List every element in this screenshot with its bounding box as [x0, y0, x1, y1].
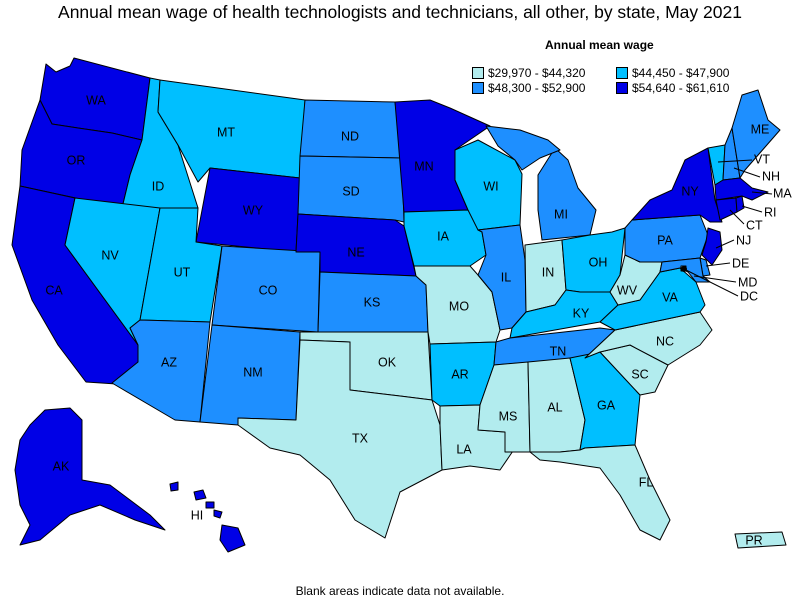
label-MS: MS [499, 409, 518, 423]
legend-item-2: $44,450 - $47,900 [616, 66, 729, 80]
label-MD: MD [738, 275, 757, 289]
label-ND: ND [341, 129, 359, 143]
label-GA: GA [597, 398, 616, 412]
label-NJ: NJ [736, 233, 751, 247]
label-FL: FL [639, 475, 654, 489]
legend-title: Annual mean wage [545, 38, 654, 52]
state-FL[interactable] [529, 444, 671, 541]
state-MI[interactable] [537, 147, 597, 241]
legend-label-4: $54,640 - $61,610 [632, 81, 730, 95]
label-VA: VA [662, 290, 678, 304]
label-AR: AR [451, 367, 468, 381]
label-TX: TX [352, 431, 369, 445]
label-HI: HI [191, 508, 204, 522]
footnote: Blank areas indicate data not available. [295, 584, 505, 598]
label-OH: OH [589, 255, 608, 269]
label-NE: NE [347, 245, 364, 259]
legend-item-1: $29,970 - $44,320 [472, 66, 585, 80]
label-PR: PR [745, 533, 762, 547]
state-IL[interactable] [477, 224, 527, 331]
label-IN: IN [542, 265, 555, 279]
label-OR: OR [67, 153, 86, 167]
legend-swatch-4 [616, 82, 628, 94]
state-NY[interactable] [631, 147, 723, 223]
leader-CT [729, 209, 745, 225]
label-DC: DC [740, 289, 758, 303]
label-DE: DE [732, 256, 749, 270]
leader-MA [751, 191, 773, 195]
label-RI: RI [764, 205, 777, 219]
label-WI: WI [483, 179, 498, 193]
state-AK[interactable] [14, 407, 166, 546]
label-NY: NY [681, 184, 699, 198]
label-MO: MO [449, 299, 469, 313]
label-CO: CO [259, 283, 278, 297]
legend-label-2: $44,450 - $47,900 [632, 66, 730, 80]
state-ME[interactable] [731, 89, 781, 179]
label-KS: KS [364, 295, 381, 309]
label-ID: ID [152, 179, 165, 193]
leader-RI [741, 205, 763, 213]
state-HI-islands[interactable] [169, 481, 223, 519]
map-title: Annual mean wage of health technologists… [58, 2, 742, 22]
label-WA: WA [86, 93, 106, 107]
label-AK: AK [53, 459, 70, 473]
label-IL: IL [501, 270, 511, 284]
legend-swatch-1 [472, 67, 484, 79]
dc-marker [681, 266, 687, 272]
leader-VT [717, 159, 753, 163]
state-PR[interactable] [734, 531, 787, 549]
label-CA: CA [45, 283, 63, 297]
label-AZ: AZ [161, 355, 177, 369]
label-MA: MA [773, 186, 792, 200]
label-LA: LA [456, 442, 472, 456]
label-PA: PA [657, 233, 673, 247]
label-NC: NC [656, 334, 674, 348]
label-IA: IA [437, 229, 449, 243]
label-TN: TN [550, 344, 567, 358]
legend-item-4: $54,640 - $61,610 [616, 81, 729, 95]
leader-DC [683, 268, 739, 297]
label-KY: KY [573, 306, 590, 320]
state-CT[interactable] [715, 197, 738, 221]
label-MI: MI [554, 207, 568, 221]
label-VT: VT [754, 152, 770, 166]
legend-item-3: $48,300 - $52,900 [472, 81, 585, 95]
label-WV: WV [617, 283, 638, 297]
state-MI-UP[interactable] [485, 125, 561, 171]
label-ME: ME [751, 122, 770, 136]
label-SC: SC [631, 367, 648, 381]
legend-label-1: $29,970 - $44,320 [488, 66, 586, 80]
label-NV: NV [101, 248, 119, 262]
state-SD[interactable] [297, 155, 405, 223]
label-NM: NM [243, 365, 262, 379]
legend-label-3: $48,300 - $52,900 [488, 81, 586, 95]
leader-DE [705, 262, 731, 267]
label-MT: MT [217, 125, 235, 139]
state-AZ[interactable] [111, 319, 211, 423]
label-WY: WY [243, 203, 264, 217]
state-TX[interactable] [237, 339, 443, 539]
label-CT: CT [746, 218, 763, 232]
leader-NH [733, 167, 761, 178]
label-AL: AL [547, 400, 562, 414]
label-NH: NH [762, 169, 780, 183]
state-KY[interactable] [509, 289, 619, 339]
state-HI[interactable] [219, 524, 246, 553]
label-SD: SD [342, 184, 359, 198]
legend-swatch-3 [472, 82, 484, 94]
label-OK: OK [378, 355, 397, 369]
label-MN: MN [414, 159, 433, 173]
state-RI[interactable] [735, 195, 745, 213]
legend-swatch-2 [616, 67, 628, 79]
label-UT: UT [174, 265, 191, 279]
leader-NJ [715, 239, 735, 249]
